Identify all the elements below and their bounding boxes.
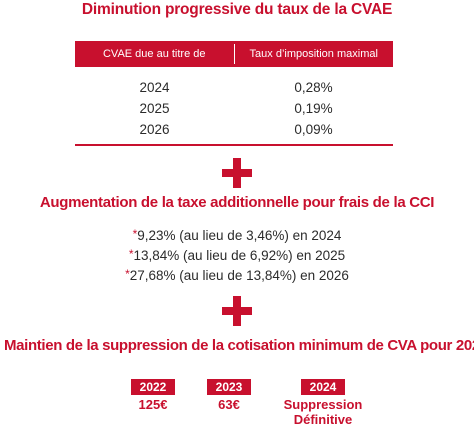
row-rate: 0,19% (294, 101, 333, 116)
cci-title: Augmentation de la taxe additionnelle po… (39, 194, 435, 211)
asterisk-marker: * (132, 227, 138, 241)
row-rate: 0,28% (294, 80, 333, 95)
header-year: CVAE due au titre de (102, 48, 206, 60)
row-year: 2024 (139, 80, 170, 95)
row-rate: 0,09% (294, 122, 333, 137)
header-rate: Taux d’imposition maximal (249, 48, 378, 60)
table-row: 2025 0,19% (75, 98, 393, 119)
plus-icon (222, 158, 252, 188)
table-body: 2024 0,28% 2025 0,19% 2026 0,09% (75, 67, 393, 146)
rate-text: 13,84% (au lieu de 6,92%) en 2025 (133, 248, 346, 263)
year-badge: 2024 (300, 379, 346, 395)
table-row: 2024 0,28% (75, 77, 393, 98)
year-badge: 2023 (206, 379, 252, 395)
year-value: 125€ (138, 397, 168, 412)
asterisk-marker: * (128, 247, 134, 261)
list-item: *27,68% (au lieu de 13,84%) en 2026 (0, 264, 474, 284)
table-header: CVAE due au titre de Taux d’imposition m… (75, 41, 393, 67)
list-item: *9,23% (au lieu de 3,46%) en 2024 (0, 224, 474, 244)
cci-rate-list: *9,23% (au lieu de 3,46%) en 2024 *13,84… (0, 224, 474, 284)
table-row: 2026 0,09% (75, 119, 393, 140)
year-value: 63€ (218, 397, 240, 412)
rate-text: 27,68% (au lieu de 13,84%) en 2026 (129, 268, 349, 283)
cvae-rate-table: CVAE due au titre de Taux d’imposition m… (75, 41, 393, 146)
year-value-line2: Définitive (293, 412, 353, 427)
asterisk-marker: * (125, 267, 130, 281)
year-item: 2024 Suppression Définitive (278, 378, 368, 426)
plus-icon (222, 296, 252, 326)
cvae-title: Diminution progressive du taux de la CVA… (81, 1, 393, 18)
cva-title: Maintien de la suppression de la cotisat… (4, 337, 474, 354)
year-item: 2022 125€ (124, 378, 182, 411)
list-item: *13,84% (au lieu de 6,92%) en 2025 (0, 244, 474, 264)
rate-text: 9,23% (au lieu de 3,46%) en 2024 (137, 228, 342, 243)
year-value: Suppression (283, 397, 363, 412)
year-badge: 2022 (130, 379, 176, 395)
row-year: 2025 (139, 101, 170, 116)
row-year: 2026 (139, 122, 170, 137)
year-item: 2023 63€ (206, 378, 252, 411)
header-divider (233, 44, 235, 64)
